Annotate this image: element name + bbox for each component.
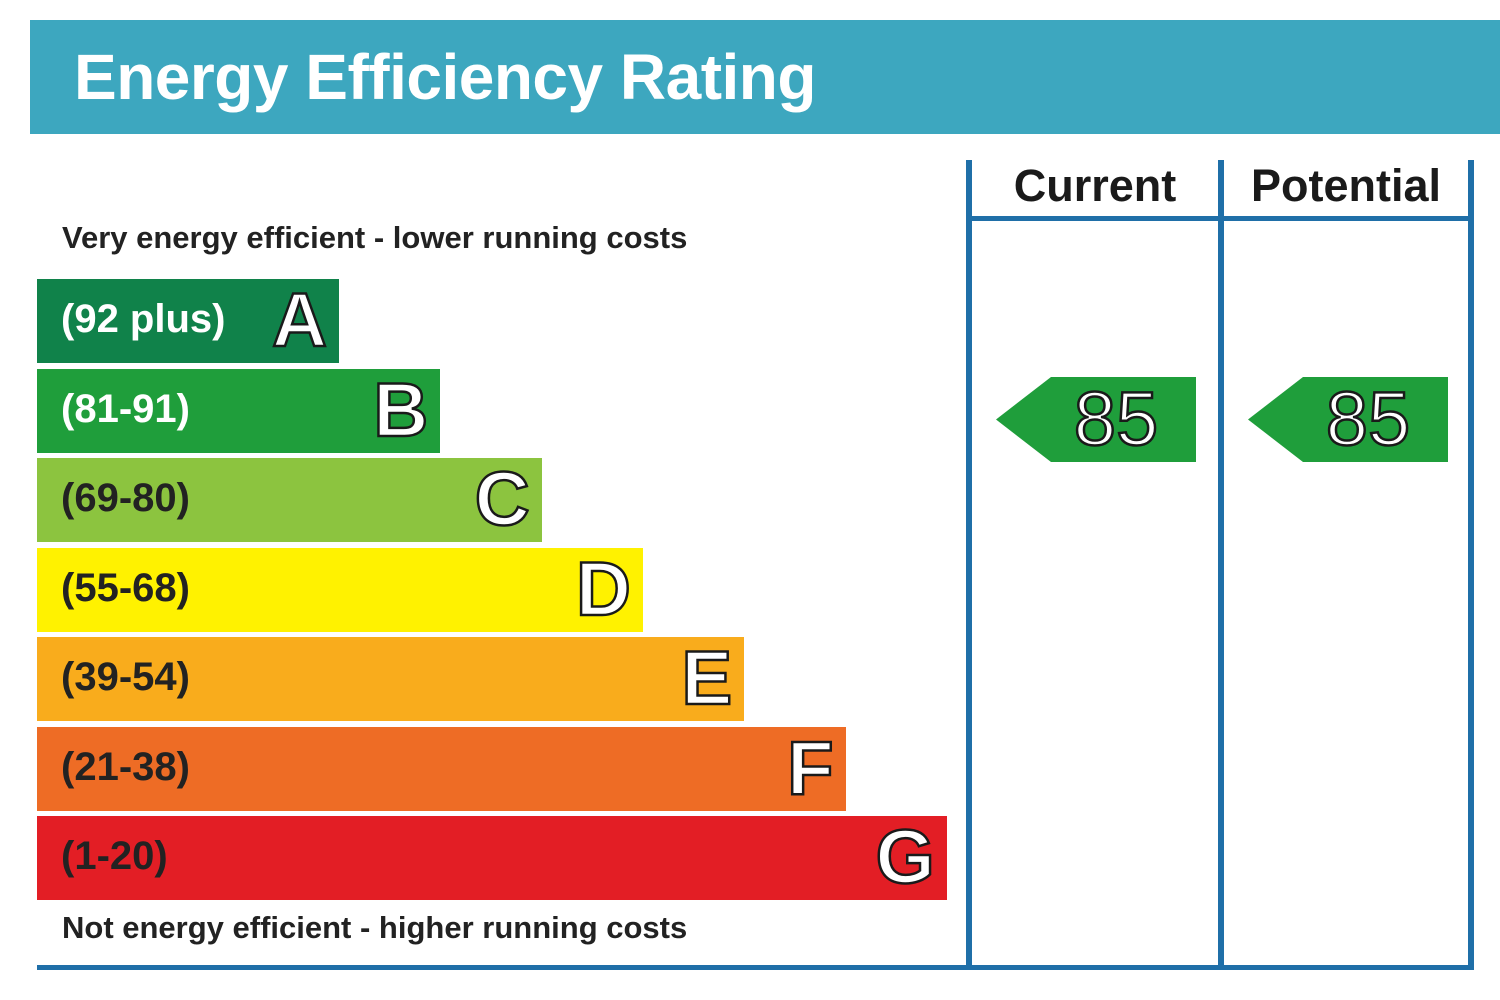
bottom-border — [37, 965, 1474, 970]
potential-arrow-shape — [1248, 377, 1448, 462]
band-d: (55-68) D — [37, 546, 643, 632]
band-b-letter: B — [372, 367, 429, 453]
band-c-range: (69-80) — [61, 476, 190, 520]
band-e: (39-54) E — [37, 636, 745, 721]
potential-arrow-fill — [1248, 377, 1448, 462]
band-e-range: (39-54) — [61, 655, 190, 699]
band-a-letter: A — [271, 278, 328, 363]
current-arrow-shape — [996, 377, 1196, 462]
top-note: Very energy efficient - lower running co… — [62, 220, 688, 255]
band-a-range: (92 plus) — [61, 297, 226, 341]
page-title: Energy Efficiency Rating — [74, 41, 816, 113]
band-f-letter: F — [786, 725, 835, 811]
header-underline — [966, 216, 1474, 221]
current-rating-value: 85 — [1072, 376, 1159, 464]
band-c: (69-80) C — [37, 458, 542, 542]
current-rating-arrow: 85 — [996, 376, 1196, 464]
band-b-range: (81-91) — [61, 386, 190, 431]
current-column-header: Current — [1013, 160, 1177, 211]
band-a: (92 plus) A — [37, 279, 339, 363]
band-c-letter: C — [473, 457, 530, 542]
band-g-range: (1-20) — [61, 834, 168, 878]
potential-rating-value: 85 — [1324, 376, 1411, 464]
divider-left — [966, 160, 972, 970]
band-g: (1-20) G — [37, 816, 947, 900]
potential-rating-arrow: 85 — [1248, 376, 1448, 464]
potential-column-header: Potential — [1250, 160, 1442, 211]
band-g-letter: G — [874, 815, 936, 900]
band-d-range: (55-68) — [61, 565, 190, 610]
band-f: (21-38) F — [37, 725, 846, 811]
band-d-letter: D — [575, 546, 632, 632]
title-bar: Energy Efficiency Rating — [30, 20, 1500, 134]
divider-right — [1468, 160, 1474, 970]
band-e-letter: E — [680, 636, 733, 721]
bottom-note: Not energy efficient - higher running co… — [62, 910, 688, 945]
current-arrow-fill — [996, 377, 1196, 462]
band-f-range: (21-38) — [61, 744, 190, 789]
band-b: (81-91) B — [37, 367, 441, 453]
divider-middle — [1218, 160, 1224, 970]
